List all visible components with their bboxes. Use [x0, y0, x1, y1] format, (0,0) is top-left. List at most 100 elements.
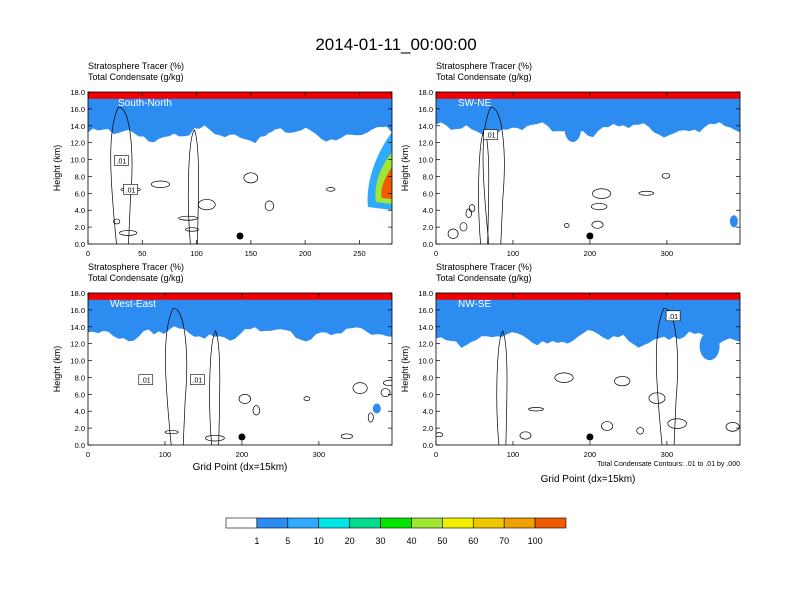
panels: Stratosphere Tracer (%)Total Condensate … — [52, 61, 741, 485]
colorbar-box — [503, 517, 536, 529]
y-tick-label: 18.0 — [70, 88, 85, 97]
panel-header-line2: Total Condensate (g/kg) — [436, 72, 532, 82]
contour-column — [655, 307, 678, 445]
tracer-blob — [564, 118, 581, 142]
tracer-field — [88, 92, 392, 210]
contour-loop — [185, 227, 199, 232]
y-tick-label: 0.0 — [423, 441, 433, 450]
x-tick-label: 50 — [138, 249, 146, 258]
contour-loop — [519, 431, 532, 440]
x-axis-label: Grid Point (dx=15km) — [541, 474, 636, 485]
contour-column — [482, 106, 505, 244]
panel-west-east: Stratosphere Tracer (%)Total Condensate … — [52, 262, 393, 473]
contour-loop — [178, 215, 198, 221]
contour-loop — [636, 427, 644, 435]
y-tick-label: 10.0 — [418, 357, 433, 366]
contour-loop — [380, 388, 391, 397]
x-tick-label: 300 — [661, 249, 674, 258]
colorbar-label: 60 — [468, 536, 478, 546]
panel-header-line2: Total Condensate (g/kg) — [436, 273, 532, 283]
x-tick-label: 100 — [159, 450, 172, 459]
contour-label-box — [114, 155, 129, 166]
contour-loop — [383, 379, 392, 387]
condensate-contours — [436, 307, 740, 445]
tracer-field — [436, 92, 740, 228]
contour-label: .01 — [668, 314, 678, 321]
tracer-blob — [699, 332, 720, 361]
colorbar-label: 50 — [437, 536, 447, 546]
x-tick-label: 200 — [236, 450, 249, 459]
panel-frame — [87, 292, 393, 446]
tracer-blob — [252, 117, 277, 134]
y-tick-label: 14.0 — [70, 122, 85, 131]
colorbar-box — [472, 517, 505, 529]
y-tick-label: 2.0 — [75, 424, 85, 433]
contour-label: .01 — [486, 133, 496, 140]
y-tick-label: 16.0 — [418, 105, 433, 114]
contour-loop — [465, 208, 473, 218]
location-marker — [236, 232, 244, 240]
panel-label: NW-SE — [458, 299, 491, 310]
contour-loop — [468, 204, 476, 213]
tracer-band-1 — [436, 293, 740, 348]
contour-loop — [661, 172, 671, 179]
y-tick-label: 6.0 — [423, 189, 433, 198]
tracer-band-top — [436, 293, 740, 300]
condensate-contours — [164, 307, 392, 445]
contour-loop — [352, 382, 368, 394]
y-tick-label: 2.0 — [75, 223, 85, 232]
y-tick-label: 6.0 — [423, 390, 433, 399]
contour-loop — [264, 200, 275, 212]
y-tick-label: 2.0 — [423, 424, 433, 433]
contour-column — [165, 307, 188, 445]
panel-sw-ne: Stratosphere Tracer (%)Total Condensate … — [400, 61, 741, 258]
tracer-band-top — [88, 293, 392, 300]
contour-loop — [590, 202, 608, 211]
panel-header-line1: Stratosphere Tracer (%) — [436, 262, 532, 272]
x-tick-label: 250 — [353, 249, 366, 258]
panel-header-line1: Stratosphere Tracer (%) — [88, 61, 184, 71]
contour-loop — [591, 220, 604, 229]
y-tick-label: 14.0 — [418, 323, 433, 332]
y-tick-label: 8.0 — [423, 172, 433, 181]
y-tick-label: 4.0 — [423, 407, 433, 416]
contour-label-box — [123, 183, 138, 195]
contour-loop — [648, 392, 666, 404]
contour-label: .01 — [141, 378, 151, 385]
contour-loop — [725, 422, 740, 432]
y-tick-label: 8.0 — [423, 373, 433, 382]
panel-label: SW-NE — [458, 98, 491, 109]
x-tick-label: 300 — [313, 450, 326, 459]
colorbar-label: 1 — [254, 536, 259, 546]
contour-loop — [554, 372, 574, 383]
contour-loop — [667, 418, 687, 429]
x-axis-label: Grid Point (dx=15km) — [193, 462, 288, 473]
y-tick-label: 16.0 — [70, 105, 85, 114]
contour-loop — [150, 180, 170, 188]
colorbar-label: 100 — [528, 536, 543, 546]
location-marker — [238, 433, 246, 441]
panel-frame — [435, 292, 741, 446]
contour-loop — [564, 223, 570, 228]
tracer-band-top — [88, 92, 392, 99]
colorbar-label: 5 — [285, 536, 290, 546]
y-tick-label: 16.0 — [418, 306, 433, 315]
y-tick-label: 12.0 — [70, 340, 85, 349]
y-tick-label: 6.0 — [75, 189, 85, 198]
y-tick-label: 8.0 — [75, 373, 85, 382]
y-tick-label: 10.0 — [70, 156, 85, 165]
contour-loop — [164, 430, 179, 435]
panel-nw-se: Stratosphere Tracer (%)Total Condensate … — [400, 262, 741, 485]
location-marker — [586, 232, 594, 240]
y-tick-label: 18.0 — [70, 289, 85, 298]
tracer-intrusion-core — [381, 167, 392, 199]
contour-column-2 — [496, 330, 508, 445]
y-tick-label: 10.0 — [418, 156, 433, 165]
contour-loop — [252, 405, 261, 416]
contour-loop — [614, 376, 631, 387]
panel-south-north: Stratosphere Tracer (%)Total Condensate … — [52, 61, 393, 258]
colorbar: 1 5 10 20 30 40 50 60 70 100 — [225, 517, 567, 546]
panel-frame — [435, 91, 741, 245]
colorbar-box — [225, 517, 258, 529]
